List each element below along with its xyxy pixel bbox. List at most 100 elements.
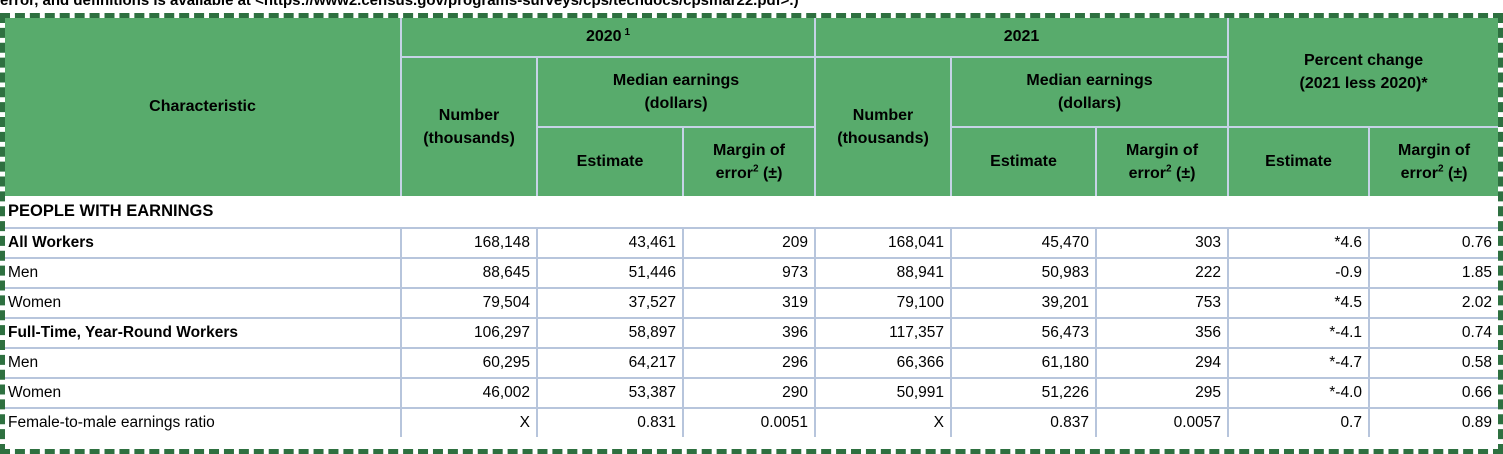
header-2020-label: 2020 [585, 28, 622, 46]
cell-2020-margin: 209 [682, 227, 816, 259]
cell-2021-margin: 753 [1095, 287, 1229, 319]
cell-2020-estimate: 43,461 [536, 227, 684, 259]
header-number-2020: Number (thousands) [400, 56, 538, 197]
header-group-2020: 2020 1 [399, 18, 817, 58]
cell-2021-number: 79,100 [814, 287, 952, 319]
cell-2021-estimate: 51,226 [950, 377, 1097, 409]
error-word: error [715, 165, 753, 182]
header-margin-2021: Margin of error2 (±) [1095, 126, 1230, 197]
header-margin-pct: Margin of error2 (±) [1368, 126, 1498, 197]
row-label: Female-to-male earnings ratio [5, 407, 402, 438]
header-characteristic: Characteristic [5, 18, 402, 197]
percent-change-line2: (2021 less 2020)* [1299, 75, 1428, 92]
header-percent-change: Percent change (2021 less 2020)* [1227, 18, 1498, 128]
cell-2020-estimate: 64,217 [536, 347, 684, 379]
table-row-fulltime-workers: Full-Time, Year-Round Workers 106,297 58… [5, 317, 1498, 349]
cell-pct-estimate: -0.9 [1227, 257, 1370, 289]
header-margin-2020: Margin of error2 (±) [681, 126, 817, 197]
table-row-female-to-male-ratio: Female-to-male earnings ratio X 0.831 0.… [5, 407, 1498, 438]
cell-pct-estimate: *-4.1 [1227, 317, 1370, 349]
header-estimate-2020: Estimate [536, 126, 684, 197]
thousands-label: (thousands) [423, 130, 515, 147]
section-title: PEOPLE WITH EARNINGS [5, 196, 1498, 229]
table-frame: Characteristic 2020 1 2021 Percent change… [0, 13, 1503, 454]
margin-error-line: error2 (±) [1370, 162, 1498, 185]
plus-minus-sign: (±) [758, 165, 783, 182]
cell-2021-margin: 295 [1095, 377, 1229, 409]
table-row-men: Men 60,295 64,217 296 66,366 61,180 294 … [5, 347, 1498, 379]
row-label: Men [5, 347, 402, 379]
row-label: Full-Time, Year-Round Workers [5, 317, 402, 349]
error-word: error [1400, 165, 1438, 182]
cell-pct-margin: 2.02 [1367, 287, 1498, 319]
header-estimate-2021: Estimate [950, 126, 1098, 197]
cell-2020-number: 88,645 [400, 257, 538, 289]
error-word: error [1128, 165, 1166, 182]
cell-2021-estimate: 61,180 [950, 347, 1097, 379]
cell-2020-number: 46,002 [400, 377, 538, 409]
cell-pct-estimate: *4.6 [1227, 227, 1370, 259]
thousands-label: (thousands) [837, 130, 929, 147]
cell-2020-margin: 290 [682, 377, 816, 409]
median-earnings-line1: Median earnings [612, 71, 740, 89]
cell-2020-number: 60,295 [400, 347, 538, 379]
cell-2020-number: 106,297 [400, 317, 538, 349]
header-group-2021: 2021 [814, 18, 1230, 58]
median-earnings-line1: Median earnings [1026, 71, 1153, 89]
table-row-women: Women 79,504 37,527 319 79,100 39,201 75… [5, 287, 1498, 319]
cell-2021-number: 88,941 [814, 257, 952, 289]
cell-2020-margin: 396 [682, 317, 816, 349]
table-row-men: Men 88,645 51,446 973 88,941 50,983 222 … [5, 257, 1498, 289]
error-footnote-sup: 2 [1437, 163, 1444, 175]
row-label: All Workers [5, 227, 402, 259]
margin-error-line: error2 (±) [1097, 162, 1227, 185]
cell-2020-estimate: 51,446 [536, 257, 684, 289]
cell-pct-estimate: *4.5 [1227, 287, 1370, 319]
cell-2021-number: X [814, 407, 952, 438]
cell-pct-margin: 1.85 [1367, 257, 1498, 289]
number-label: Number [438, 106, 500, 124]
cell-2021-number: 168,041 [814, 227, 952, 259]
cell-pct-estimate: *-4.7 [1227, 347, 1370, 379]
cell-pct-margin: 0.76 [1367, 227, 1498, 259]
number-label: Number [852, 106, 914, 124]
cell-2021-estimate: 50,983 [950, 257, 1097, 289]
cell-2020-estimate: 37,527 [536, 287, 684, 319]
plus-minus-sign: (±) [1171, 165, 1196, 182]
cell-2021-number: 117,357 [814, 317, 952, 349]
cell-2021-estimate: 45,470 [950, 227, 1097, 259]
table-row-women: Women 46,002 53,387 290 50,991 51,226 29… [5, 377, 1498, 409]
cell-pct-margin: 0.66 [1367, 377, 1498, 409]
error-footnote-sup: 2 [752, 163, 759, 175]
margin-of-line: Margin of [713, 141, 786, 159]
margin-of-line: Margin of [1126, 141, 1199, 159]
header-estimate-pct: Estimate [1227, 126, 1371, 197]
row-label: Women [5, 287, 402, 319]
cell-pct-estimate: 0.7 [1227, 407, 1370, 438]
header-number-2021: Number (thousands) [814, 56, 953, 197]
earnings-table-body: PEOPLE WITH EARNINGS All Workers 168,148… [5, 196, 1498, 438]
row-label: Women [5, 377, 402, 409]
cell-2021-margin: 356 [1095, 317, 1229, 349]
plus-minus-sign: (±) [1443, 165, 1468, 182]
cell-2020-margin: 296 [682, 347, 816, 379]
median-earnings-line2: (dollars) [1057, 95, 1122, 112]
header-median-2021: Median earnings (dollars) [950, 56, 1230, 128]
cell-pct-margin: 0.58 [1367, 347, 1498, 379]
percent-change-line1: Percent change [1303, 51, 1424, 69]
cell-2021-number: 66,366 [814, 347, 952, 379]
cell-2021-margin: 222 [1095, 257, 1229, 289]
cell-pct-estimate: *-4.0 [1227, 377, 1370, 409]
cell-2021-margin: 294 [1095, 347, 1229, 379]
cell-2020-number: X [400, 407, 538, 438]
cell-2020-number: 79,504 [400, 287, 538, 319]
cell-2020-margin: 0.0051 [682, 407, 816, 438]
cell-2020-margin: 319 [682, 287, 816, 319]
cell-2021-number: 50,991 [814, 377, 952, 409]
cell-2020-estimate: 0.831 [536, 407, 684, 438]
cell-2021-estimate: 39,201 [950, 287, 1097, 319]
table-row-all-workers: All Workers 168,148 43,461 209 168,041 4… [5, 227, 1498, 259]
cell-2021-estimate: 56,473 [950, 317, 1097, 349]
cell-2021-estimate: 0.837 [950, 407, 1097, 438]
cell-2020-estimate: 53,387 [536, 377, 684, 409]
